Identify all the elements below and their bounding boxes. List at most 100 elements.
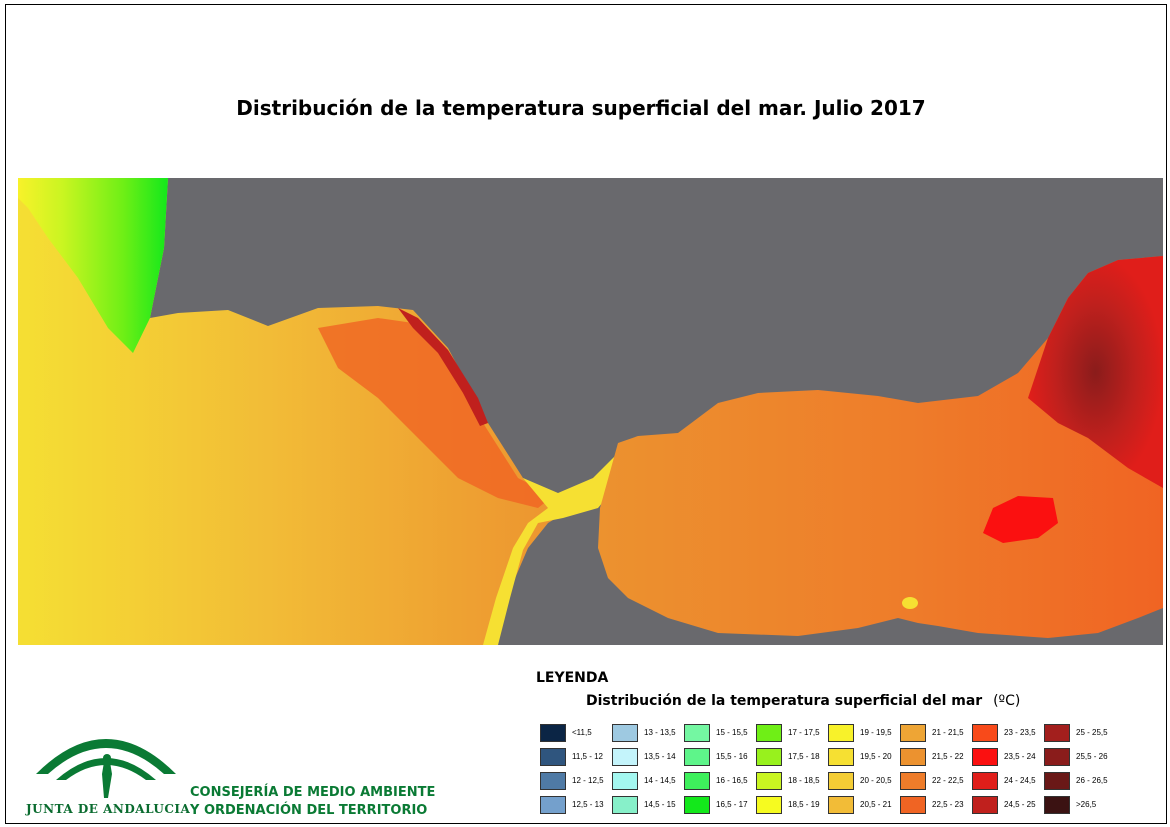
legend-label: 20 - 20,5 (860, 776, 892, 785)
legend-label: 26 - 26,5 (1076, 776, 1108, 785)
legend-swatch (972, 796, 998, 814)
legend-item: 15,5 - 16 (684, 748, 756, 768)
legend-item: 19 - 19,5 (828, 724, 900, 744)
legend-swatch (540, 748, 566, 766)
sea-temperature-map (18, 178, 1163, 645)
legend-swatch (1044, 796, 1070, 814)
legend-item: 16,5 - 17 (684, 796, 756, 816)
legend-swatch (972, 724, 998, 742)
legend-label: 24 - 24,5 (1004, 776, 1036, 785)
map-title: Distribución de la temperatura superfici… (236, 96, 926, 120)
legend-swatch (684, 796, 710, 814)
eastern-red-patch (983, 496, 1058, 543)
logo-figure (102, 762, 112, 798)
logo-head (103, 754, 111, 762)
legend-label: 16 - 16,5 (716, 776, 748, 785)
atlantic-cool-water (18, 178, 168, 353)
legend-swatch (684, 724, 710, 742)
legend-subtitle-text: Distribución de la temperatura superfici… (586, 693, 983, 709)
legend-swatch (756, 772, 782, 790)
legend-label: 23 - 23,5 (1004, 728, 1036, 737)
legend-swatch (900, 724, 926, 742)
legend-item: 20 - 20,5 (828, 772, 900, 792)
legend-item: 23 - 23,5 (972, 724, 1044, 744)
legend-label: 12,5 - 13 (572, 800, 604, 809)
legend-swatch (900, 748, 926, 766)
legend-label: 15,5 - 16 (716, 752, 748, 761)
legend-label: 14,5 - 15 (644, 800, 676, 809)
legend-item: 19,5 - 20 (828, 748, 900, 768)
legend-label: 14 - 14,5 (644, 776, 676, 785)
legend-swatch (828, 724, 854, 742)
legend-label: 15 - 15,5 (716, 728, 748, 737)
legend-item: >26,5 (1044, 796, 1116, 816)
gulf-of-cadiz (18, 178, 573, 645)
coastal-hot-fringe (398, 308, 488, 426)
legend-item: 15 - 15,5 (684, 724, 756, 744)
legend-label: 12 - 12,5 (572, 776, 604, 785)
legend-item: 18,5 - 19 (756, 796, 828, 816)
legend-swatch (684, 748, 710, 766)
legend-heading: LEYENDA (536, 670, 609, 686)
legend-item: <11,5 (540, 724, 612, 744)
legend-item: 24 - 24,5 (972, 772, 1044, 792)
legend-swatch (684, 772, 710, 790)
legend-item: 13,5 - 14 (612, 748, 684, 768)
legend-swatch (756, 748, 782, 766)
legend-item: 11,5 - 12 (540, 748, 612, 768)
legend-label: 24,5 - 25 (1004, 800, 1036, 809)
legend-subtitle: Distribución de la temperatura superfici… (586, 693, 1020, 709)
legend-swatch (756, 724, 782, 742)
legend-label: 11,5 - 12 (572, 752, 603, 761)
legend-label: 21,5 - 22 (932, 752, 964, 761)
legend-label: 13,5 - 14 (644, 752, 676, 761)
department-line-1: CONSEJERÍA DE MEDIO AMBIENTE (190, 785, 436, 800)
legend-label: 17 - 17,5 (788, 728, 820, 737)
legend-item: 22,5 - 23 (900, 796, 972, 816)
legend-item: 14 - 14,5 (612, 772, 684, 792)
legend-swatch (540, 772, 566, 790)
legend-swatch (1044, 724, 1070, 742)
cool-spot (902, 597, 918, 609)
legend-label: 21 - 21,5 (932, 728, 964, 737)
legend-swatch (828, 796, 854, 814)
legend-label: 18 - 18,5 (788, 776, 820, 785)
legend-label: 13 - 13,5 (644, 728, 676, 737)
legend-label: 22 - 22,5 (932, 776, 964, 785)
legend-item: 12 - 12,5 (540, 772, 612, 792)
logo-arch-inner (56, 758, 156, 780)
legend-swatch (612, 724, 638, 742)
legend-item: 14,5 - 15 (612, 796, 684, 816)
legend-swatch (1044, 748, 1070, 766)
legend-swatch (972, 748, 998, 766)
legend-item: 23,5 - 24 (972, 748, 1044, 768)
legend-label: 22,5 - 23 (932, 800, 964, 809)
coastal-warm-band (318, 318, 553, 508)
legend-item: 17,5 - 18 (756, 748, 828, 768)
legend-item: 16 - 16,5 (684, 772, 756, 792)
department-name: CONSEJERÍA DE MEDIO AMBIENTE Y ORDENACIÓ… (190, 784, 435, 820)
legend-label: <11,5 (572, 728, 592, 737)
legend-swatch (612, 772, 638, 790)
legend-item: 26 - 26,5 (1044, 772, 1116, 792)
legend-item: 25 - 25,5 (1044, 724, 1116, 744)
legend-label: >26,5 (1076, 800, 1097, 809)
department-line-2: Y ORDENACIÓN DEL TERRITORIO (190, 803, 428, 818)
legend-swatch (900, 772, 926, 790)
legend-label: 19 - 19,5 (860, 728, 892, 737)
legend-swatch (828, 748, 854, 766)
legend-label: 20,5 - 21 (860, 800, 892, 809)
logo-text: JUNTA DE ANDALUCIA (26, 802, 191, 816)
map-frame (5, 4, 1167, 824)
legend-swatch (540, 724, 566, 742)
alboran-sea (598, 256, 1163, 638)
legend-label: 25 - 25,5 (1076, 728, 1108, 737)
legend-label: 18,5 - 19 (788, 800, 820, 809)
legend-swatch (756, 796, 782, 814)
legend-item: 17 - 17,5 (756, 724, 828, 744)
legend-swatch (612, 748, 638, 766)
legend-swatch (612, 796, 638, 814)
junta-de-andalucia-logo (36, 739, 176, 798)
legend-label: 19,5 - 20 (860, 752, 892, 761)
legend-swatch (1044, 772, 1070, 790)
